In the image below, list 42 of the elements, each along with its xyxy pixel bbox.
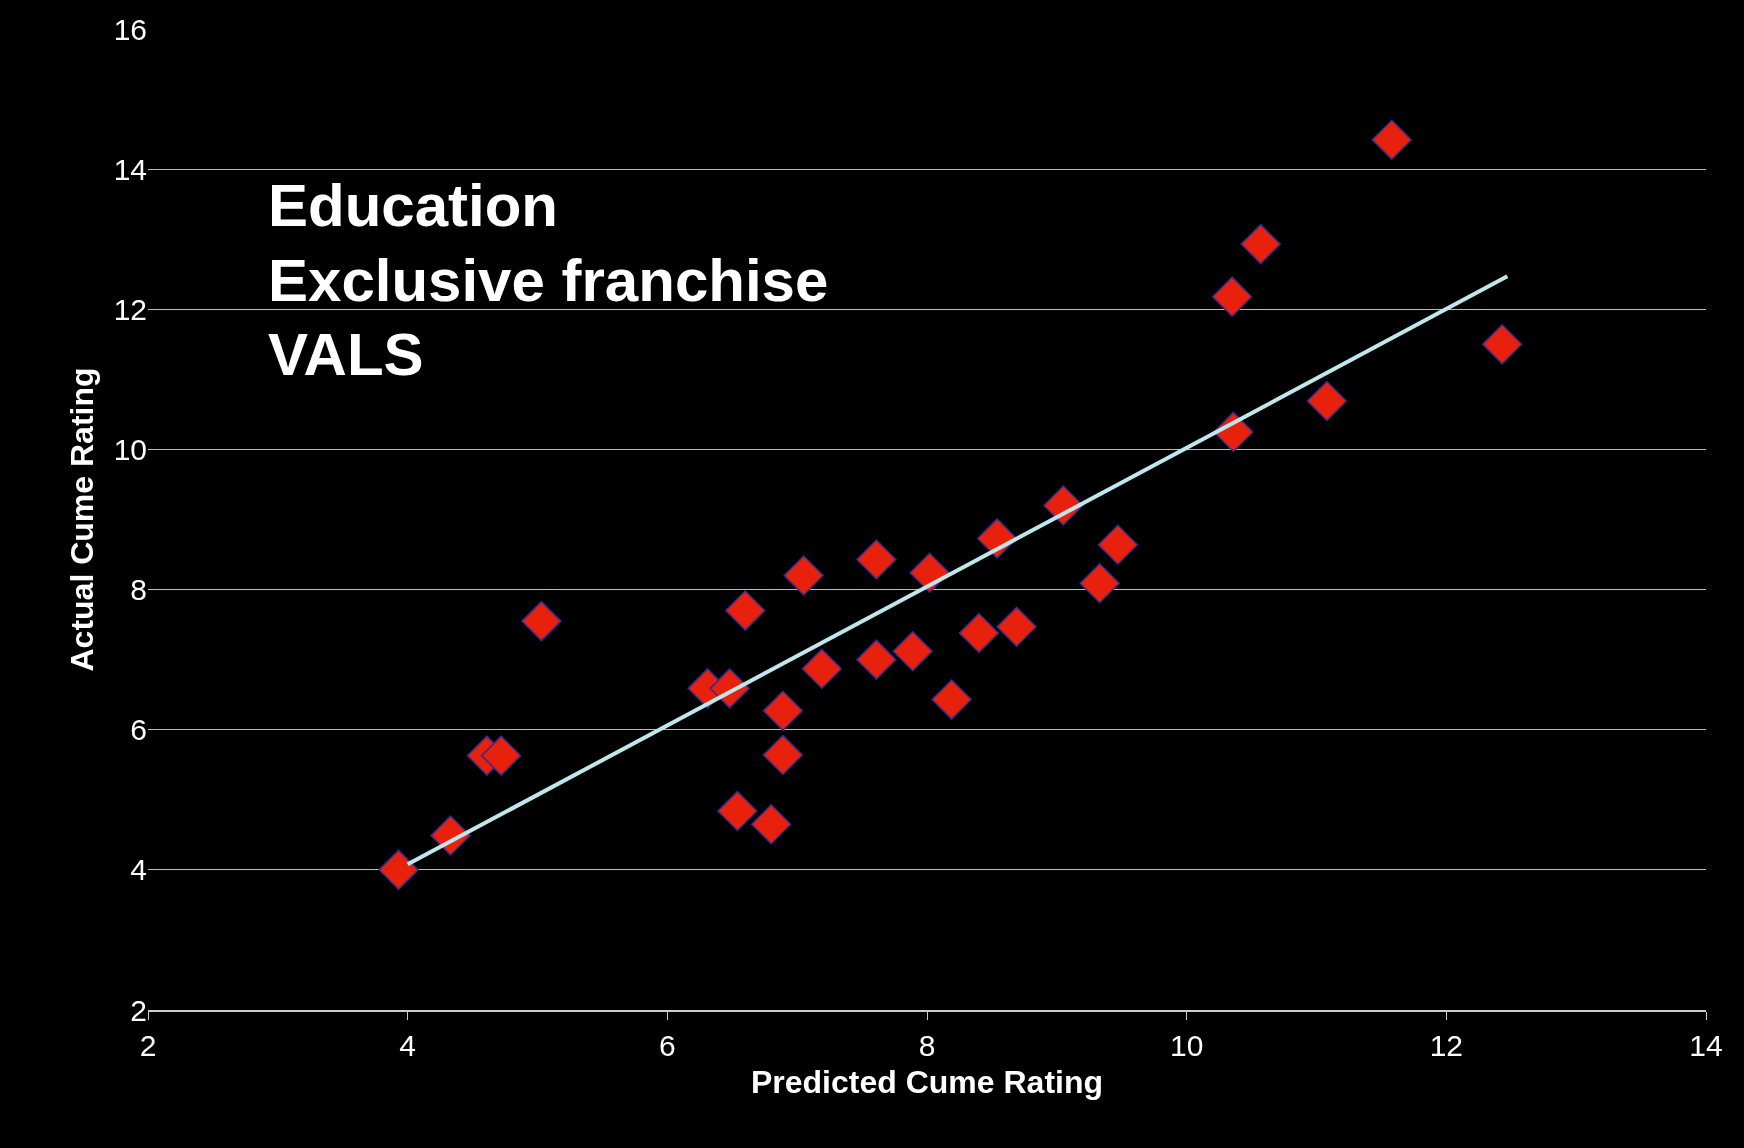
y-tick-label: 8 [130,573,147,607]
point [480,735,522,776]
x-tick-label: 14 [1689,1028,1723,1062]
point [1097,524,1139,565]
point [762,734,804,776]
x-tick-label: 6 [658,1028,676,1062]
y-tick-label: 14 [113,152,147,186]
point [783,555,824,596]
x-tick-label: 4 [399,1028,417,1062]
x-tick-label: 10 [1169,1028,1204,1062]
point [1240,223,1281,265]
annotation: Education [268,172,559,239]
y-axis-title: Actual Cume Rating [63,367,100,672]
point [378,849,419,891]
y-tick-label: 10 [113,432,147,466]
point [750,804,792,845]
point [801,648,843,689]
x-axis-title: Predicted Cume Rating [750,1064,1104,1101]
annotation: Exclusive franchise [268,247,829,314]
point [1211,276,1253,317]
point [724,590,766,631]
point [856,639,897,680]
point [996,606,1037,647]
annotation: VALS [268,321,424,388]
x-tick-label: 12 [1429,1028,1464,1062]
y-tick-label: 16 [113,12,147,46]
x-tick-label: 8 [918,1028,936,1062]
point [521,600,562,642]
point [762,690,804,732]
y-tick-label: 6 [130,713,147,747]
point [931,679,972,720]
point [958,612,1000,654]
point [856,539,897,580]
y-tick-label: 12 [113,292,147,326]
point [717,790,758,832]
y-tick-label: 2 [130,993,147,1027]
point [1306,380,1348,422]
point [1079,563,1120,604]
point [1481,324,1523,365]
y-tick-label: 4 [130,853,147,887]
point [1371,119,1413,160]
point [892,630,933,672]
